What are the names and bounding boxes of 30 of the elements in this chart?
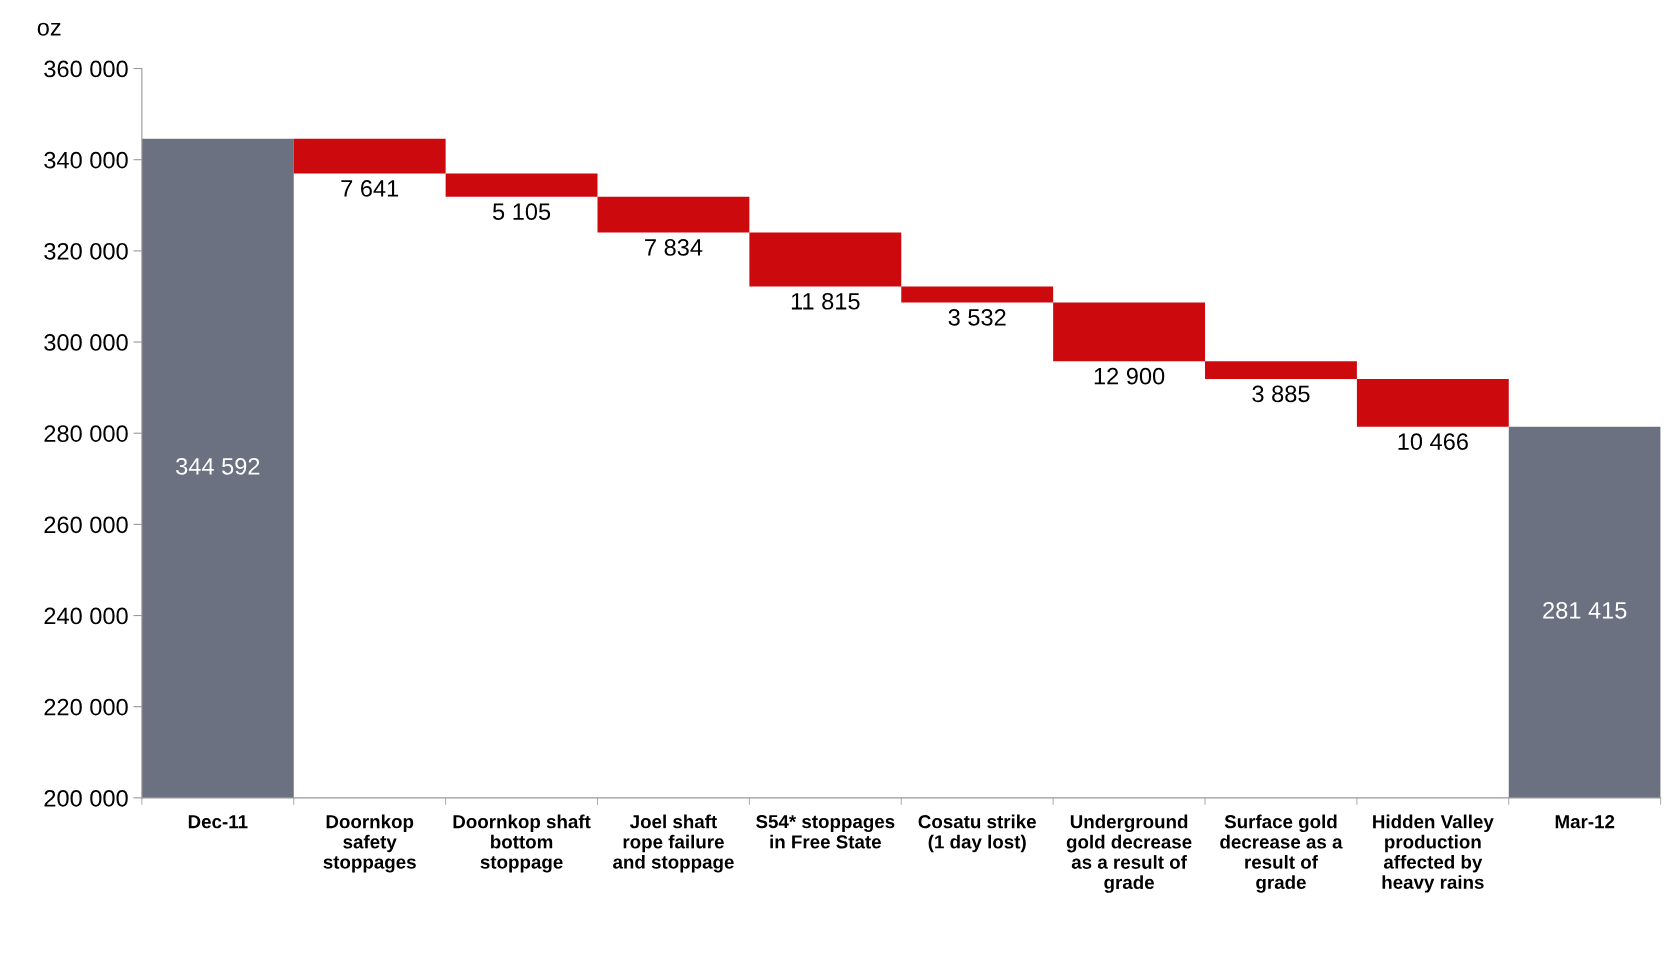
y-tick-label: 260 000 <box>44 516 128 534</box>
data-label: 7 641 <box>341 180 399 197</box>
x-tick-label: Mar-12 <box>1555 815 1615 829</box>
y-tick-label: 320 000 <box>44 242 128 260</box>
x-tick-label: Doornkop shaft bottom stoppage <box>453 814 591 873</box>
data-label: 11 815 <box>791 292 860 310</box>
y-tick-label: 300 000 <box>44 334 128 351</box>
x-tick-label: Hidden Valley production affected by heavy rains <box>1373 814 1494 893</box>
y-tick-label: 200 000 <box>44 789 128 807</box>
data-label: 10 466 <box>1398 433 1468 450</box>
x-tick-label: Doornkop safety stoppages <box>323 814 416 873</box>
data-label: 12 900 <box>1094 367 1165 385</box>
x-tick-label: Cosatu strike (1 day lost) <box>918 814 1036 853</box>
data-label: 3 885 <box>1252 385 1310 403</box>
y-tick-label: 340 000 <box>44 151 128 169</box>
data-label: 7 834 <box>645 239 703 256</box>
data-label: 3 532 <box>948 309 1006 326</box>
y-axis-title: oz <box>37 22 61 36</box>
y-tick-label: 280 000 <box>44 425 128 442</box>
x-tick-label: S54* stoppages in Free State <box>756 814 895 849</box>
y-tick-label: 240 000 <box>44 607 128 625</box>
data-label: 344 592 <box>176 457 260 475</box>
x-tick-label: Joel shaft rope failure and stoppage <box>613 814 734 873</box>
x-tick-label: Underground gold decrease as a result of grade <box>1066 814 1192 893</box>
y-tick-label: 220 000 <box>44 698 128 716</box>
x-tick-label: Dec-11 <box>188 815 248 829</box>
x-tick-label: Surface gold decrease as a result of grade <box>1220 814 1343 893</box>
data-label: 5 105 <box>492 203 551 221</box>
data-label: 281 415 <box>1543 601 1627 619</box>
y-tick-label: 360 000 <box>44 60 128 78</box>
